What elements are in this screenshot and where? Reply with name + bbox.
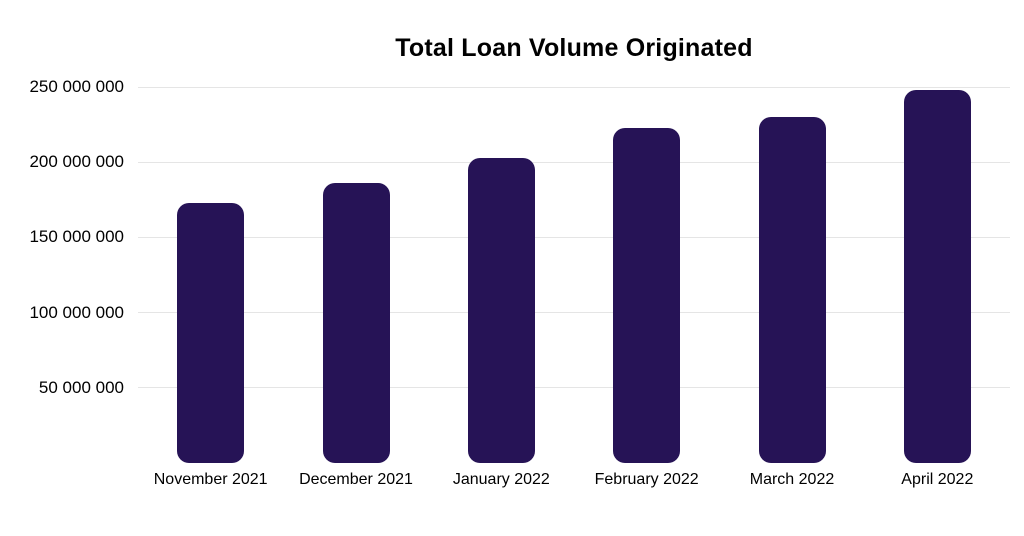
plot-area [138,86,1010,463]
gridline [138,86,1010,88]
bar-december-2021 [322,183,390,463]
x-axis-tick-label: November 2021 [153,471,268,488]
gridline [138,161,1010,163]
bar-november-2021 [177,202,245,463]
bar-january-2022 [467,157,535,463]
bar-february-2022 [613,127,681,463]
x-axis-tick-label: April 2022 [901,471,974,488]
y-axis-tick-label: 200 000 000 [29,152,124,172]
x-axis-tick-label: December 2021 [299,471,413,488]
y-axis-tick-label: 250 000 000 [29,77,124,96]
gridline [138,236,1010,238]
gridline [138,387,1010,389]
x-axis-tick-label: March 2022 [749,471,835,488]
y-axis-tick-label: 100 000 000 [29,302,124,322]
y-axis-tick-label: 150 000 000 [29,227,124,247]
y-axis-tick-label: 50 000 000 [38,377,124,397]
x-axis-tick-label: January 2022 [452,471,550,488]
bar-april-2022 [903,90,971,463]
x-axis-tick-label: February 2022 [594,471,699,488]
chart-title: Total Loan Volume Originated [395,34,753,62]
gridline [138,312,1010,314]
bar-march-2022 [758,117,826,463]
